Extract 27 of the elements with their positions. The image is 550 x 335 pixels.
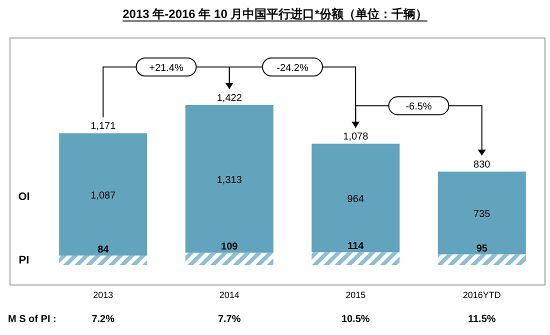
annotation: -6.5%	[406, 102, 432, 113]
data-label: 95	[476, 243, 488, 254]
text: 11.5%	[468, 314, 496, 325]
data-label: 1,087	[90, 190, 116, 202]
text: 10.5%	[341, 314, 370, 325]
data-label: 109	[221, 242, 238, 253]
text: 7.2%	[92, 314, 115, 325]
total-label: 830	[474, 160, 491, 171]
total-label: 1,078	[343, 132, 369, 143]
x-tick-label: 2014	[219, 290, 240, 300]
total-label: 1,422	[216, 93, 242, 104]
data-label: 1,313	[216, 174, 242, 186]
data-label: 735	[474, 208, 491, 220]
text: PI	[18, 254, 30, 266]
text: -24.2%	[276, 63, 308, 74]
text: +21.4%	[149, 63, 184, 74]
chart-title: 2013 年-2016 年 10 月中国平行进口*份额（单位：千辆）	[122, 7, 428, 21]
text: 7.7%	[218, 314, 241, 325]
x-tick-label: 2016YTD	[462, 290, 502, 300]
x-tick-label: 2015	[346, 290, 366, 300]
data-label: 964	[347, 194, 364, 205]
data-label: 114	[348, 241, 364, 252]
data-label: 84	[98, 244, 110, 256]
x-tick-label: 2013	[93, 290, 114, 300]
total-label: 1,171	[90, 121, 116, 132]
text: M S of PI :	[8, 314, 56, 325]
text: OI	[18, 191, 30, 204]
